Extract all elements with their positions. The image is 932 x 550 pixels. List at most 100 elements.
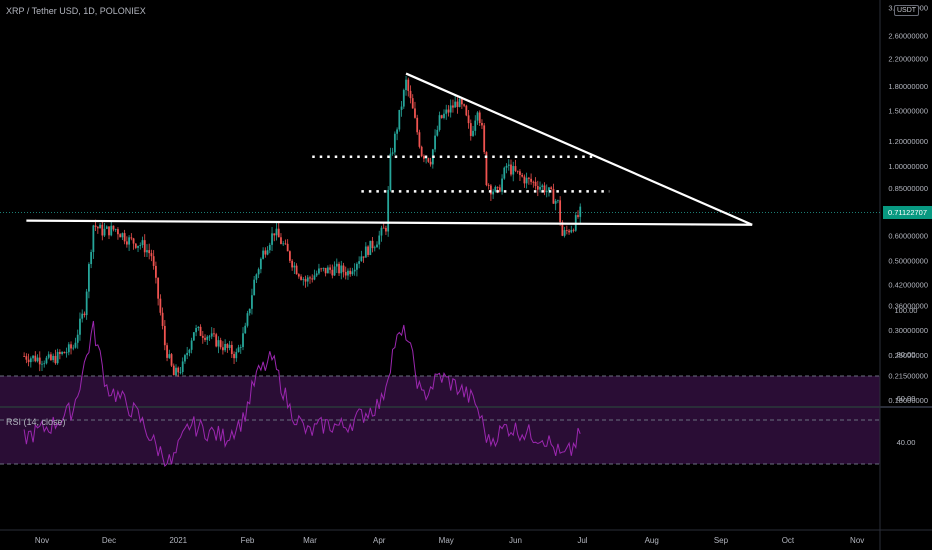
candle-body (416, 117, 419, 133)
candle-body (284, 243, 287, 245)
candle-body (81, 313, 84, 319)
price-axis-label: 1.80000000 (888, 82, 928, 91)
candle-body (110, 225, 113, 236)
candle-body (125, 241, 128, 245)
candle-body (65, 352, 68, 354)
candle-body (277, 228, 280, 238)
candle-body (478, 112, 481, 123)
candle-body (67, 344, 70, 353)
candle-body (150, 253, 153, 257)
descending-trendline[interactable] (405, 72, 753, 226)
candle-body (94, 225, 97, 227)
candle-body (43, 363, 46, 365)
price-axis-label: 0.36000000 (888, 301, 928, 310)
candle-body (320, 268, 323, 270)
candle-body (420, 146, 423, 157)
candle-body (467, 115, 470, 124)
candle-body (333, 266, 336, 276)
candle-body (485, 152, 488, 186)
candle-body (197, 326, 200, 328)
candle-body (568, 230, 570, 233)
candle-body (376, 244, 378, 248)
candle-body (443, 113, 445, 118)
candle-body (253, 279, 256, 296)
candle-body (474, 120, 477, 131)
candle-body (503, 167, 506, 179)
candle-body (239, 347, 242, 348)
time-axis-label: Apr (373, 536, 386, 545)
price-axis-label: 0.21500000 (888, 372, 928, 381)
rsi-axis-label: 40.00 (897, 438, 916, 447)
candle-body (224, 343, 227, 351)
candle-body (152, 256, 155, 266)
time-axis-label: Mar (303, 536, 317, 545)
candle-body (353, 269, 356, 272)
candle-body (244, 325, 247, 334)
candle-body (119, 234, 122, 238)
candle-body (434, 135, 436, 150)
candle-body (418, 132, 421, 147)
candle-body (436, 129, 439, 136)
candle-body (280, 237, 282, 244)
candle-body (577, 215, 579, 217)
candle-body (230, 344, 233, 355)
price-axis-label: 2.60000000 (888, 32, 928, 41)
candle-body (380, 227, 383, 236)
candle-body (181, 361, 184, 372)
candle-body (101, 224, 104, 236)
candle-body (233, 354, 235, 359)
price-axis-label: 1.00000000 (888, 162, 928, 171)
currency-badge[interactable]: USDT (894, 5, 920, 16)
candle-body (70, 344, 72, 349)
candle-body (458, 99, 461, 107)
candle-body (423, 156, 425, 159)
time-axis-label: Oct (782, 536, 795, 545)
candle-body (483, 125, 486, 153)
candle-body (400, 106, 403, 110)
time-axis-label: Aug (645, 536, 659, 545)
candle-body (340, 265, 343, 274)
candle-body (289, 251, 291, 261)
candle-body (476, 112, 479, 121)
candle-body (61, 352, 63, 354)
candle-body (248, 308, 251, 314)
candle-body (130, 237, 133, 239)
candle-body (273, 233, 276, 236)
candle-body (498, 187, 501, 192)
price-axis-label: 2.20000000 (888, 55, 928, 64)
price-axis-label: 0.60000000 (888, 232, 928, 241)
candle-body (315, 273, 318, 276)
candle-body (54, 355, 57, 364)
candle-body (548, 187, 550, 191)
candle-body (237, 347, 240, 353)
candle-body (139, 244, 142, 246)
candle-body (155, 265, 157, 278)
price-axis-label: 0.85000000 (888, 184, 928, 193)
candle-body (349, 270, 352, 275)
candle-body (266, 250, 269, 255)
candle-body (309, 277, 311, 279)
candle-body (257, 269, 260, 275)
candle-body (137, 245, 139, 248)
candle-body (228, 344, 231, 348)
candle-body (534, 181, 537, 187)
candle-body (364, 246, 367, 258)
rsi-axis-label: 60.00 (897, 394, 916, 403)
time-axis-label: 2021 (169, 536, 187, 545)
candle-body (472, 130, 474, 136)
candle-body (92, 225, 95, 253)
candle-body (246, 313, 249, 326)
candle-body (407, 79, 410, 91)
candle-body (313, 275, 316, 280)
candle-body (300, 276, 302, 280)
candle-body (438, 115, 441, 130)
candle-body (514, 166, 517, 171)
candle-body (52, 355, 55, 360)
candle-body (322, 267, 325, 269)
candle-body (36, 357, 39, 362)
candle-body (545, 190, 548, 193)
candle-body (311, 278, 314, 280)
candle-body (490, 185, 492, 195)
support-trendline[interactable] (26, 219, 753, 226)
